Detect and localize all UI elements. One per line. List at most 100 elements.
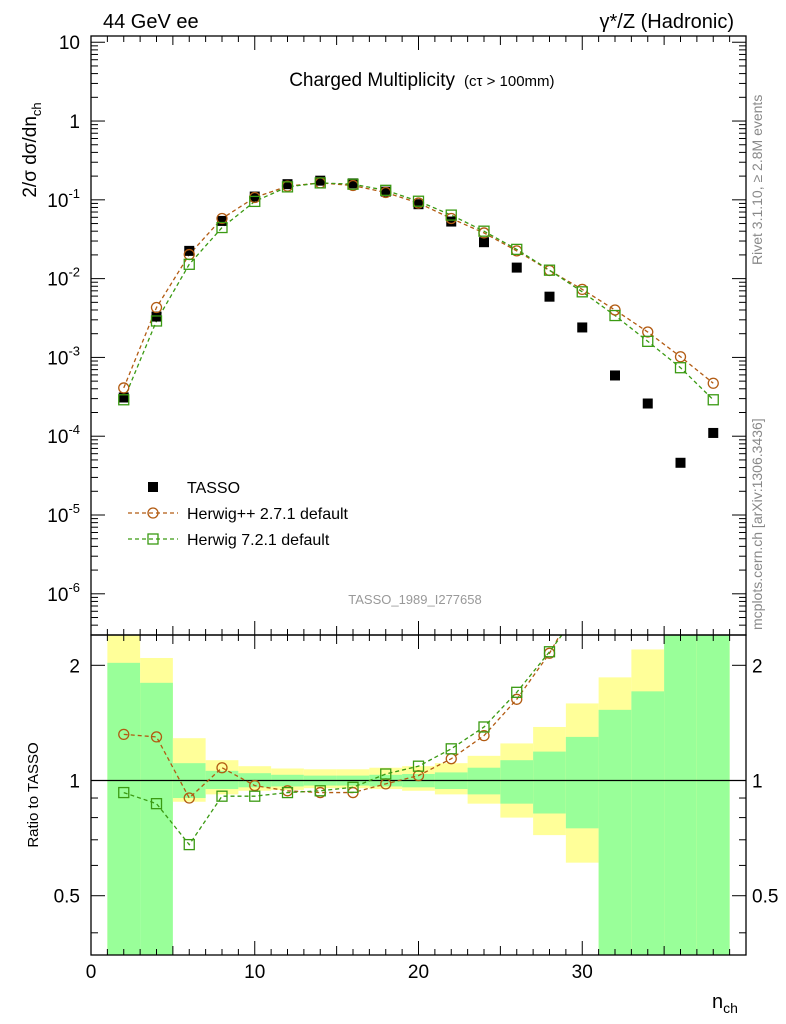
ratio-point-herwig7	[183, 838, 195, 851]
mc-point-herwig7	[150, 315, 163, 327]
data-point-tasso	[413, 199, 424, 210]
xlabel-main: n	[712, 991, 723, 1013]
side-label-rivet: Rivet 3.1.10, ≥ 2.8M events	[749, 95, 765, 265]
legend-marker-tasso	[148, 482, 158, 492]
mc-line-herwigpp	[123, 182, 714, 389]
mc-point-herwig7	[281, 181, 294, 193]
stat-uncertainty-band	[631, 691, 665, 955]
xlabel-sub: ch	[723, 1000, 738, 1016]
y-tick-base: 10	[47, 585, 68, 606]
y-axis-label: 2/σ dσ/dnch	[20, 102, 44, 197]
legend-label: Herwig++ 2.7.1 default	[187, 506, 349, 523]
mc-point-herwig7	[543, 264, 556, 276]
side-label-mcplots: mcplots.cern.ch [arXiv:1306.3436]	[749, 418, 765, 630]
y-tick-exponent: -3	[68, 343, 80, 358]
ratio-bands	[91, 635, 746, 955]
data-point-tasso	[675, 457, 686, 468]
data-point-tasso	[708, 427, 719, 438]
y-tick-label: 10-3	[47, 343, 80, 369]
mc-point-herwig7	[609, 309, 621, 322]
svg-text:2/σ dσ/dnch: 2/σ dσ/dnch	[20, 102, 44, 197]
y-tick-label: 10-1	[47, 186, 80, 212]
y-tick-label: 10-6	[47, 580, 80, 606]
mc-point-herwig7	[674, 362, 687, 374]
y-tick-label: 10-5	[47, 501, 80, 527]
stat-uncertainty-band	[107, 662, 141, 955]
ratio-y-tick-label-right: 0.5	[752, 887, 778, 908]
mc-point-herwig7	[511, 243, 523, 256]
stat-uncertainty-band	[598, 709, 632, 955]
mc-point-herwigpp	[150, 301, 163, 314]
ratio-point-herwig7	[118, 786, 130, 799]
data-point-tasso	[184, 245, 195, 256]
data-point-tasso	[118, 392, 129, 403]
ratio-y-tick-label-right: 1	[752, 772, 763, 793]
mc-point-herwigpp	[642, 326, 654, 338]
mc-point-herwig7	[314, 177, 326, 189]
ratio-lines	[118, 635, 563, 851]
y-tick-base: 10	[47, 427, 68, 448]
ratio-point-herwigpp	[150, 731, 163, 743]
legend: TASSO Herwig++ 2.7.1 default Herwig 7.2.1 …	[128, 480, 349, 549]
mc-point-herwig7	[380, 184, 392, 196]
ylabel-main: 2/σ dσ/dn	[20, 116, 41, 198]
ratio-y-tick-label: 0.5	[54, 887, 80, 908]
main-series	[118, 175, 719, 468]
mc-point-herwig7	[347, 178, 359, 190]
ratio-axis-label: Ratio to TASSO	[25, 742, 42, 847]
ratio-line-herwigpp	[123, 635, 561, 800]
ratio-point-herwig7	[412, 760, 425, 772]
mc-point-herwig7	[445, 209, 457, 221]
y-tick-base: 10	[47, 506, 68, 527]
mc-point-herwig7	[216, 221, 228, 234]
data-point-tasso	[511, 262, 522, 273]
data-point-tasso	[479, 237, 489, 248]
data-point-tasso	[217, 215, 227, 226]
main-title: Charged Multiplicity (cτ > 100mm)	[289, 70, 554, 91]
svg-text:nch: nch	[712, 991, 738, 1016]
x-tick-label: 20	[408, 962, 429, 983]
ratio-point-herwigpp	[118, 728, 130, 741]
ratio-point-herwig7	[281, 786, 294, 799]
ratio-point-herwig7	[150, 798, 163, 810]
x-axis-label: nch	[712, 991, 738, 1016]
ratio-y-tick-label: 2	[69, 656, 80, 677]
y-tick-exponent: -4	[68, 422, 80, 437]
y-tick-label: 1	[69, 112, 80, 133]
analysis-id: TASSO_1989_I277658	[348, 592, 481, 607]
mc-point-herwigpp	[674, 351, 687, 363]
mc-point-herwig7	[412, 195, 425, 207]
y-tick-exponent: -2	[68, 265, 80, 280]
ratio-point-herwigpp	[216, 762, 228, 774]
ratio-point-herwig7	[445, 743, 457, 755]
mc-point-herwig7	[707, 394, 719, 406]
legend-label: TASSO	[187, 480, 240, 497]
mc-point-herwig7	[576, 286, 588, 298]
mc-point-herwig7	[642, 335, 654, 347]
ylabel-sub: ch	[29, 102, 44, 116]
mc-point-herwigpp	[543, 264, 556, 277]
data-point-tasso	[380, 186, 391, 197]
mc-point-herwigpp	[118, 382, 130, 394]
header-right: γ*/Z (Hadronic)	[600, 11, 734, 33]
x-tick-label: 10	[244, 962, 265, 983]
mc-point-herwigpp	[216, 212, 228, 225]
stat-uncertainty-band	[500, 760, 534, 804]
ratio-point-herwig7	[249, 790, 261, 802]
stat-uncertainty-band	[664, 635, 697, 955]
ratio-point-herwig7	[543, 646, 556, 658]
ratio-point-herwig7	[511, 686, 523, 698]
ratio-point-herwigpp	[511, 693, 523, 705]
stat-uncertainty-band	[696, 635, 730, 955]
ratio-point-herwigpp	[478, 729, 490, 742]
stat-uncertainty-band	[140, 682, 173, 955]
ratio-point-herwig7	[216, 790, 228, 802]
mc-point-herwig7	[478, 225, 490, 237]
x-tick-label: 30	[572, 962, 593, 983]
data-point-tasso	[282, 179, 293, 190]
y-tick-base: 10	[47, 348, 68, 369]
data-point-tasso	[642, 398, 653, 409]
data-point-tasso	[610, 370, 620, 381]
